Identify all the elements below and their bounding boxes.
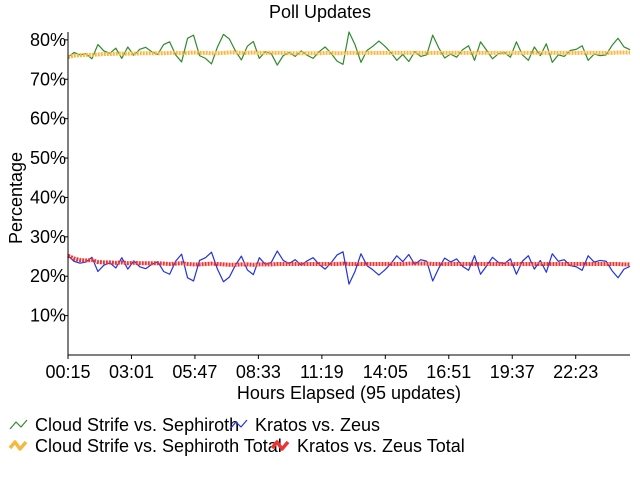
x-tick-label: 14:05 — [363, 362, 408, 382]
legend-label: Kratos vs. Zeus Total — [297, 436, 465, 456]
x-axis-label: Hours Elapsed (95 updates) — [237, 383, 461, 403]
x-tick-label: 22:23 — [553, 362, 598, 382]
legend-swatch — [9, 419, 28, 430]
x-axis-ticks: 00:15 03:01 05:47 08:33 11:19 14:05 16:51 19:37… — [45, 355, 598, 382]
x-tick-label: 19:37 — [490, 362, 535, 382]
y-tick-label: 70% — [30, 69, 66, 89]
legend-swatch — [270, 440, 290, 451]
legend: Cloud Strife vs. Sephiroth Kratos vs. Zeu… — [8, 415, 465, 456]
chart-title: Poll Updates — [269, 2, 371, 22]
x-tick-label: 05:47 — [172, 362, 217, 382]
y-tick-label: 80% — [30, 30, 66, 50]
series-line-cloud-strife-vs-sephiroth-total — [67, 50, 630, 60]
series-line-kratos-vs-zeus — [67, 250, 631, 285]
y-axis-label: Percentage — [6, 152, 26, 244]
legend-label: Cloud Strife vs. Sephiroth — [35, 415, 239, 435]
legend-swatch — [8, 440, 28, 451]
x-tick-label: 00:15 — [45, 362, 90, 382]
series-line-kratos-vs-zeus-total — [67, 253, 630, 267]
y-tick-label: 60% — [30, 109, 66, 129]
y-tick-label: 50% — [30, 148, 66, 168]
y-tick-label: 10% — [30, 306, 66, 326]
x-tick-label: 08:33 — [236, 362, 281, 382]
x-tick-label: 16:51 — [426, 362, 471, 382]
y-tick-label: 40% — [30, 187, 66, 207]
y-tick-label: 30% — [30, 227, 66, 247]
legend-swatch — [229, 419, 248, 430]
x-tick-label: 03:01 — [109, 362, 154, 382]
x-tick-label: 11:19 — [300, 362, 344, 382]
y-tick-label: 20% — [30, 266, 66, 286]
series-line-cloud-strife-vs-sephiroth — [67, 31, 631, 66]
legend-label: Cloud Strife vs. Sephiroth Total — [35, 436, 282, 456]
legend-label: Kratos vs. Zeus — [255, 415, 380, 435]
y-axis-ticks: 10% 20% 30% 40% 50% 60% 70% 80% — [30, 30, 68, 326]
plot-area — [67, 31, 631, 285]
